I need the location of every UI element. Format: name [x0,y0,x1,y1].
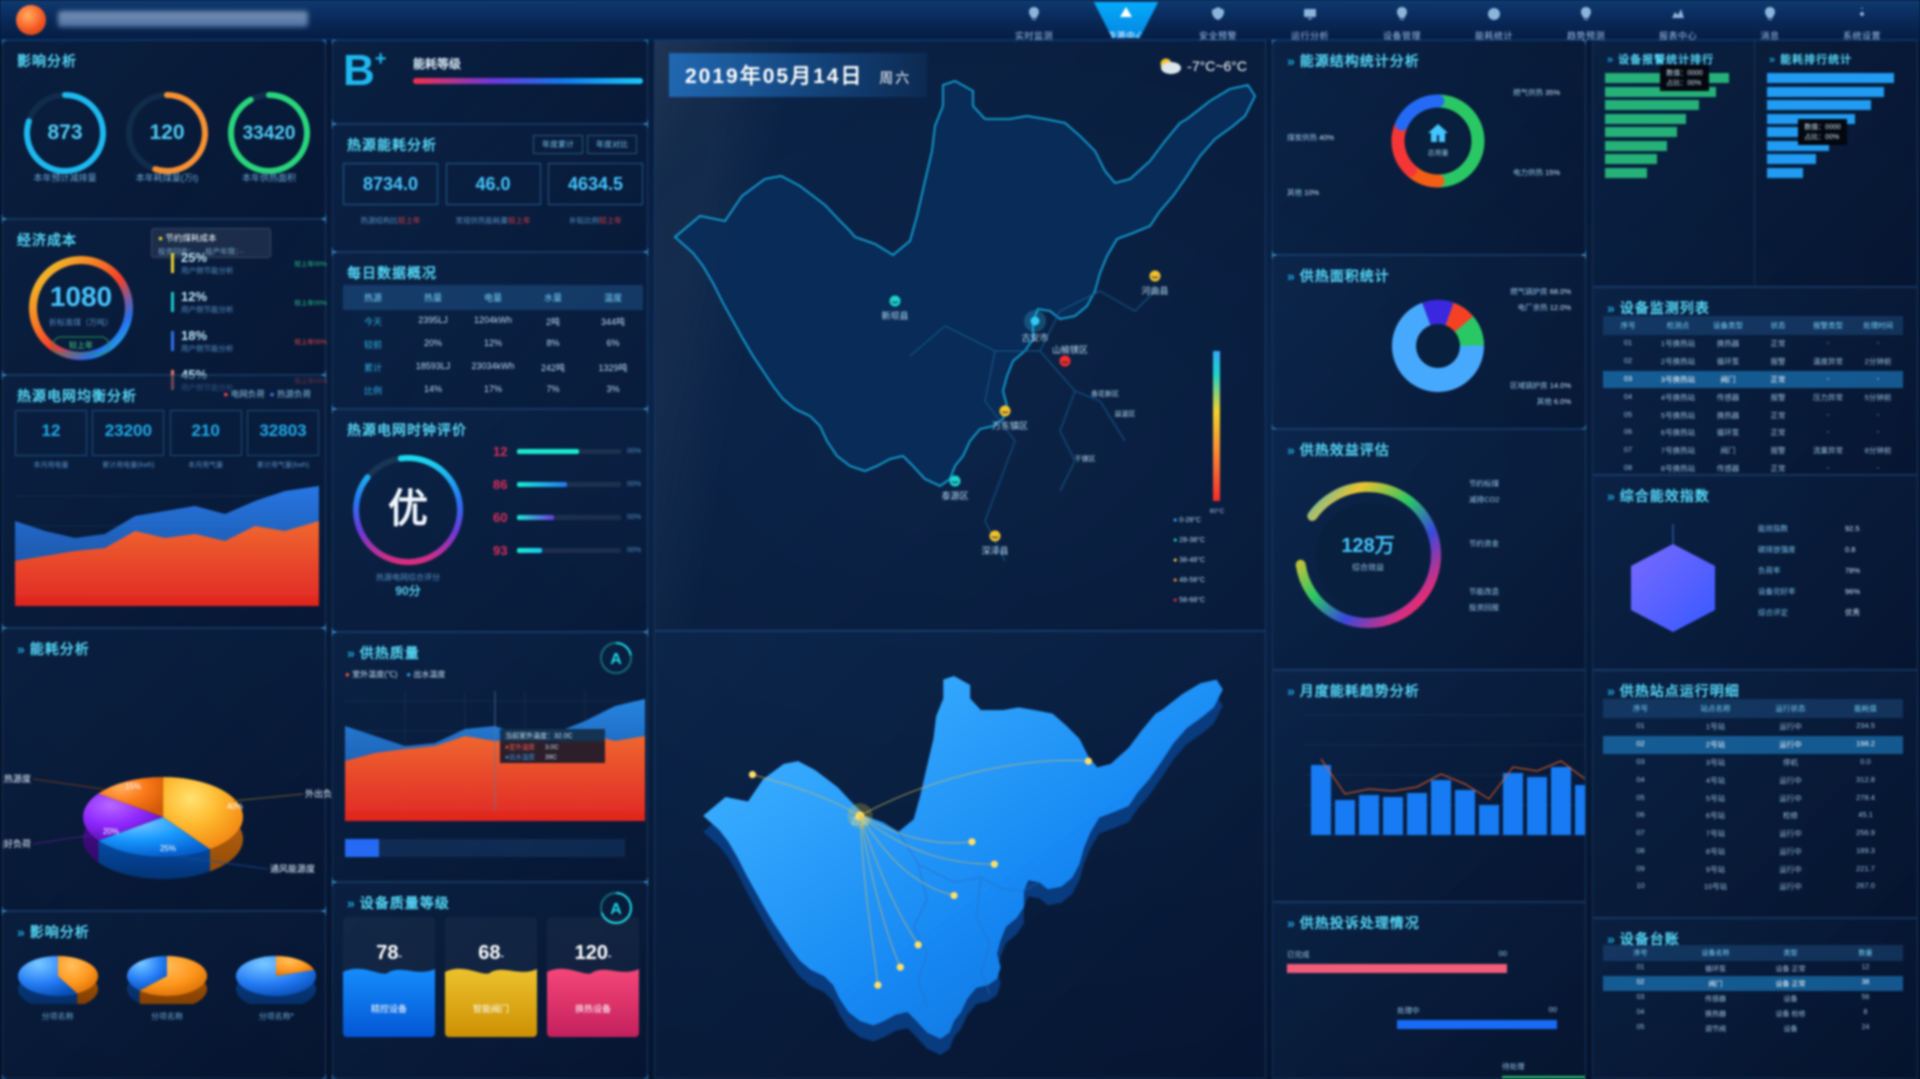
svg-text:精控设备: 精控设备 [371,1003,407,1014]
svg-text:深泽县: 深泽县 [981,546,1008,556]
svg-text:90分: 90分 [395,583,420,598]
svg-text:60°C: 60°C [1210,507,1225,515]
svg-text:●室外温度: ●室外温度 [505,742,535,751]
svg-text:120: 120 [149,121,184,144]
svg-text:总用量: 总用量 [1428,148,1449,157]
svg-text:1080: 1080 [50,281,112,312]
svg-text:偏好负荷: 偏好负荷 [3,838,31,849]
svg-text:78-: 78- [376,942,402,964]
svg-text:33420: 33420 [243,123,296,144]
svg-text:外出负荷热源: 外出负荷热源 [305,788,331,799]
svg-text:热源电网综合评分: 热源电网综合评分 [376,572,440,582]
svg-text:25%: 25% [160,844,176,853]
svg-text:河曲县: 河曲县 [1141,285,1168,296]
svg-text:当前室外温度：32.0C: 当前室外温度：32.0C [505,731,573,740]
svg-text:本年预计减排量: 本年预计减排量 [33,172,96,183]
svg-text:智能阀门: 智能阀门 [473,1003,509,1014]
svg-text:120-: 120- [575,942,612,964]
svg-text:A: A [610,901,622,918]
svg-text:A: A [610,651,622,668]
svg-text:泰源区: 泰源区 [941,490,968,501]
svg-text:山榆镤区: 山榆镤区 [1052,344,1088,355]
svg-text:古安市: 古安市 [1021,332,1048,343]
svg-text:本年耗煤量(万t): 本年耗煤量(万t) [136,172,199,183]
svg-text:●出水温度: ●出水温度 [505,752,535,761]
svg-text:15%: 15% [125,782,141,791]
svg-text:综合效益: 综合效益 [1352,562,1384,572]
svg-text:香花新区: 香花新区 [1091,389,1119,398]
svg-text:干镤区: 干镤区 [1075,454,1096,463]
svg-text:873: 873 [47,121,82,144]
svg-text:39C: 39C [545,754,557,761]
svg-text:万东镇区: 万东镇区 [992,420,1028,431]
svg-text:益涎区: 益涎区 [1115,409,1136,418]
svg-text:发达热源度: 发达热源度 [3,773,31,784]
svg-text:128万: 128万 [1341,535,1394,557]
svg-text:3.0C: 3.0C [545,744,559,751]
svg-text:新坝县: 新坝县 [881,310,908,321]
svg-text:通风能源度: 通风能源度 [270,863,315,874]
svg-text:优: 优 [388,487,428,531]
svg-text:换热设备: 换热设备 [575,1003,611,1014]
svg-text:68-: 68- [478,942,504,964]
svg-text:40%: 40% [227,802,243,811]
svg-text:本年供热面积: 本年供热面积 [242,172,296,183]
svg-text:折标准煤（万吨）: 折标准煤（万吨） [49,317,113,327]
svg-text:20%: 20% [103,827,119,836]
svg-text:较上年: 较上年 [69,340,93,350]
